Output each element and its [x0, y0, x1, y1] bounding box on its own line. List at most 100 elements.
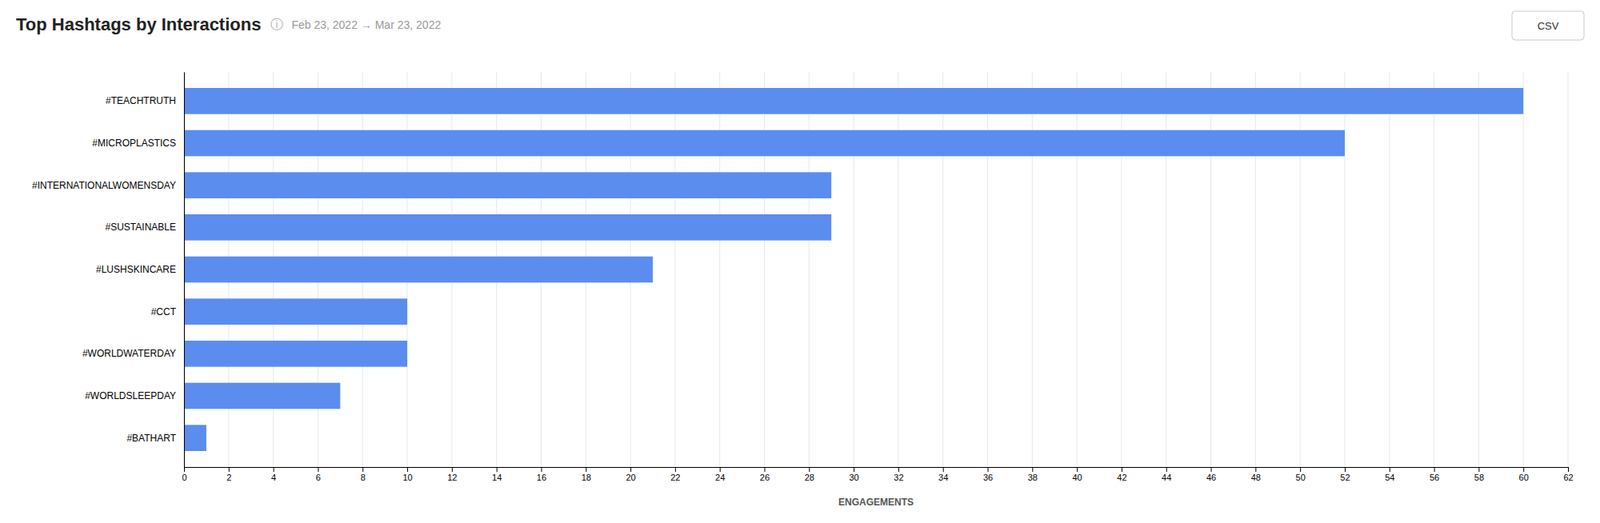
value-tick-mark [1523, 467, 1524, 472]
plot: 0246810121416182022242628303234363840424… [32, 72, 1574, 508]
value-tick-mark [853, 467, 855, 472]
category-tick: #INTERNATIONALWOMENSDAY [32, 180, 184, 192]
category-tick: #CCT [151, 306, 184, 318]
value-tick: 40 [1072, 467, 1083, 483]
category-label: #LUSHSKINCARE [96, 264, 176, 276]
value-tick-label: 14 [492, 472, 502, 483]
category-tick: #WORLDWATERDAY [82, 348, 184, 360]
value-tick-mark [1032, 467, 1033, 472]
value-tick: 20 [625, 467, 636, 483]
value-tick-label: 0 [181, 472, 187, 483]
value-tick-mark [943, 467, 944, 472]
value-tick-label: 20 [625, 472, 636, 483]
value-tick-mark [808, 467, 810, 472]
bar [184, 214, 832, 241]
value-tick-mark [764, 467, 765, 472]
value-tick-label: 58 [1474, 472, 1484, 483]
csv-button[interactable]: CSV [1512, 11, 1584, 40]
value-tick-label: 46 [1206, 472, 1216, 483]
value-tick: 62 [1563, 467, 1573, 483]
value-tick: 14 [492, 467, 502, 483]
value-tick: 30 [848, 467, 859, 483]
value-tick-label: 26 [760, 472, 770, 483]
value-tick: 26 [760, 467, 770, 483]
value-tick: 24 [715, 467, 725, 483]
value-tick-mark [1300, 467, 1301, 472]
bar [184, 298, 408, 325]
category-label: #MICROPLASTICS [92, 137, 176, 149]
value-tick-mark [1121, 467, 1123, 472]
bar [184, 256, 653, 284]
value-tick: 16 [536, 467, 547, 483]
category-label: #SUSTAINABLE [105, 221, 176, 233]
value-tick-mark [496, 467, 498, 472]
value-tick-label: 2 [226, 472, 232, 483]
value-tick: 46 [1206, 467, 1216, 483]
value-tick-label: 30 [848, 472, 859, 483]
value-tick-mark [720, 467, 721, 472]
value-tick-mark [1255, 467, 1256, 472]
bar [184, 172, 832, 199]
value-tick-label: 4 [271, 472, 276, 483]
value-tick-label: 6 [316, 472, 321, 483]
category-label: #TEACHTRUTH [105, 95, 176, 107]
category-label: #CCT [151, 306, 177, 318]
value-tick: 22 [670, 467, 680, 483]
bar [184, 424, 207, 452]
value-tick-label: 8 [360, 472, 366, 483]
info-icon: ⓘ [270, 17, 284, 32]
chart: Top Hashtags by InteractionsⓘFeb 23, 202… [0, 0, 1600, 523]
value-axis-line [184, 468, 1569, 473]
value-tick-mark [1434, 467, 1436, 472]
bar [184, 383, 340, 410]
value-tick-mark [675, 467, 676, 472]
value-tick-label: 28 [804, 472, 815, 483]
category-label: #INTERNATIONALWOMENSDAY [32, 180, 176, 192]
value-tick-mark [988, 467, 989, 472]
category-label: #BATHART [126, 432, 176, 444]
value-tick-mark [585, 467, 587, 472]
value-tick-label: 38 [1028, 472, 1038, 483]
value-tick: 0 [181, 467, 187, 483]
value-tick: 54 [1384, 467, 1395, 483]
value-tick: 32 [893, 467, 904, 483]
value-tick: 52 [1340, 467, 1350, 483]
value-tick-mark [317, 467, 319, 472]
x-axis-label: ENGAGEMENTS [838, 496, 914, 508]
value-tick-mark [1568, 467, 1569, 472]
value-tick-mark [407, 467, 408, 472]
value-tick-label: 42 [1116, 472, 1127, 483]
category-axis-line [184, 72, 185, 468]
category-tick: #TEACHTRUTH [105, 95, 184, 107]
value-tick-mark [362, 467, 364, 472]
csv-button-label[interactable]: CSV [1537, 20, 1560, 32]
value-tick-mark [1478, 467, 1480, 472]
value-tick: 8 [360, 467, 366, 483]
title: Top Hashtags by Interactions [16, 14, 261, 35]
value-tick-mark [1076, 467, 1078, 472]
grid [184, 72, 1568, 468]
value-tick-label: 52 [1340, 472, 1350, 483]
value-tick: 10 [402, 467, 412, 483]
value-tick: 42 [1116, 467, 1127, 483]
value-tick-label: 44 [1161, 472, 1172, 483]
bars [184, 88, 1524, 452]
value-tick: 12 [447, 467, 457, 483]
bar [184, 340, 408, 368]
bar [184, 130, 1345, 157]
value-tick-mark [898, 467, 900, 472]
value-tick-mark [184, 467, 185, 472]
value-tick-label: 56 [1429, 472, 1440, 483]
value-tick: 48 [1251, 467, 1261, 483]
value-tick: 44 [1161, 467, 1172, 483]
value-tick-label: 62 [1563, 472, 1573, 483]
value-tick: 2 [226, 467, 232, 483]
category-tick: #MICROPLASTICS [92, 137, 184, 149]
value-tick-label: 40 [1072, 472, 1083, 483]
value-tick-label: 48 [1251, 472, 1261, 483]
value-tick-label: 10 [402, 472, 412, 483]
value-tick: 60 [1519, 467, 1529, 483]
value-tick: 6 [316, 467, 321, 483]
category-label: #WORLDSLEEPDAY [84, 390, 176, 402]
csv-button-frame[interactable] [1512, 11, 1584, 40]
